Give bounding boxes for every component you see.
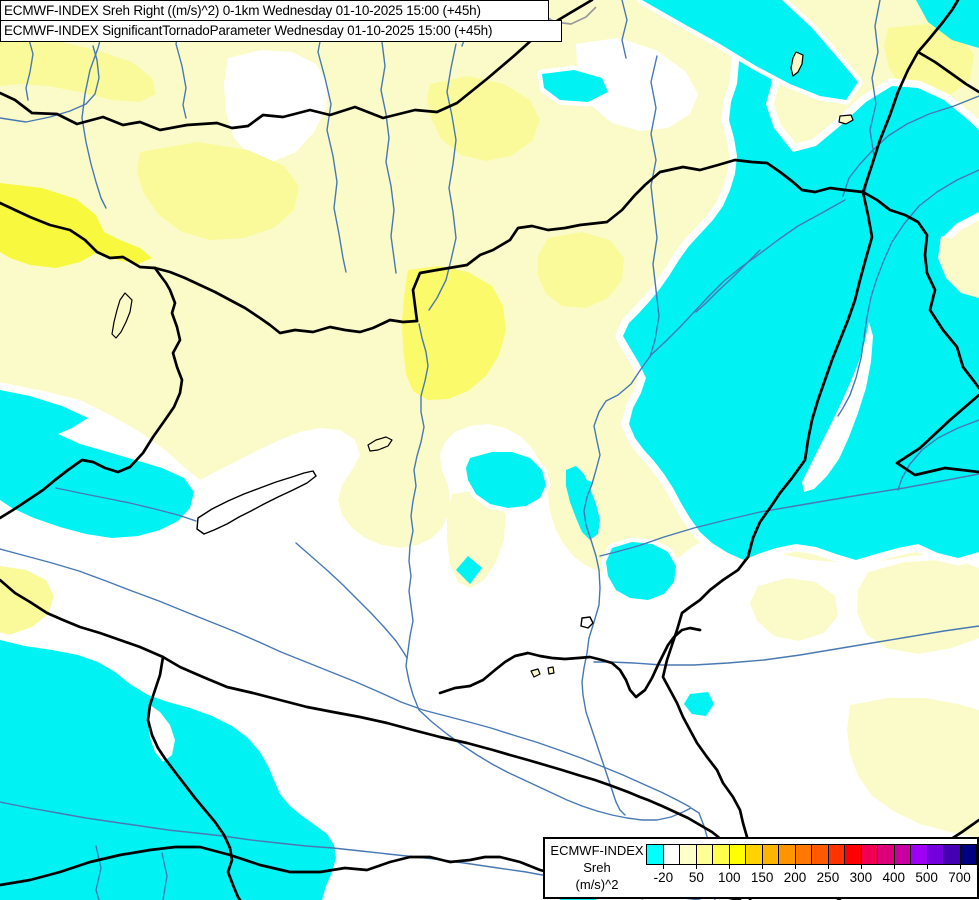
legend-swatch	[828, 845, 845, 864]
lake-neusiedl	[111, 292, 133, 339]
legend-swatch	[944, 845, 961, 864]
legend-swatch	[762, 845, 779, 864]
legend-tick-mark	[860, 864, 862, 869]
legend-tick-label: -20	[653, 870, 674, 885]
map-title-line1: ECMWF-INDEX Sreh Right ((m/s)^2) 0-1km W…	[0, 0, 549, 21]
legend-swatch	[713, 845, 730, 864]
legend-tick-mark	[926, 864, 928, 869]
legend-product: ECMWF-INDEX	[550, 843, 644, 858]
legend-parameter: Sreh	[583, 860, 611, 875]
legend-tick-mark	[696, 864, 698, 869]
legend-tick-label: 500	[915, 870, 938, 885]
legend-swatch	[927, 845, 944, 864]
legend-swatch	[812, 845, 829, 864]
legend-swatch	[878, 845, 895, 864]
legend-tick-label: 150	[750, 870, 774, 885]
legend-tick-mark	[893, 864, 895, 869]
legend-tick-label: 200	[783, 870, 807, 885]
legend-tick-mark	[762, 864, 764, 869]
legend-tick-label: 400	[882, 870, 906, 885]
legend-swatch	[960, 845, 976, 864]
legend-swatch	[746, 845, 763, 864]
legend-box: ECMWF-INDEX Sreh (m/s)^2 -20 50 100 150 200 2…	[543, 837, 979, 899]
legend-tick-mark	[795, 864, 797, 869]
legend-colorbar	[646, 844, 977, 865]
lake-balaton	[196, 470, 317, 535]
lakes	[111, 51, 854, 678]
legend-swatch	[696, 845, 713, 864]
legend-units: (m/s)^2	[575, 877, 619, 892]
legend-swatch	[779, 845, 796, 864]
legend-tick-mark	[959, 864, 961, 869]
legend-tick-label: 300	[849, 870, 873, 885]
legend-swatch	[663, 845, 680, 864]
map-title-line2: ECMWF-INDEX SignificantTornadoParameter …	[0, 20, 562, 42]
legend-tick-label: 100	[717, 870, 741, 885]
legend-swatch	[911, 845, 928, 864]
legend-tick-mark	[663, 864, 665, 869]
legend-tick-label: 700	[948, 870, 971, 885]
cyan-region-east	[615, 34, 979, 568]
legend-tick-label: 50	[688, 870, 704, 885]
legend-label: ECMWF-INDEX Sreh (m/s)^2	[549, 842, 645, 893]
legend-swatch	[647, 845, 664, 864]
legend-swatch	[845, 845, 862, 864]
legend-swatch	[861, 845, 878, 864]
legend-swatch	[729, 845, 746, 864]
cyan-region-southwest	[0, 632, 344, 900]
legend-tick-label: 250	[816, 870, 840, 885]
legend-tick-mark	[729, 864, 731, 869]
legend-swatch	[894, 845, 911, 864]
legend-tick-mark	[827, 864, 829, 869]
legend-swatch	[795, 845, 812, 864]
lake-velence	[367, 436, 393, 452]
legend-swatch	[680, 845, 697, 864]
